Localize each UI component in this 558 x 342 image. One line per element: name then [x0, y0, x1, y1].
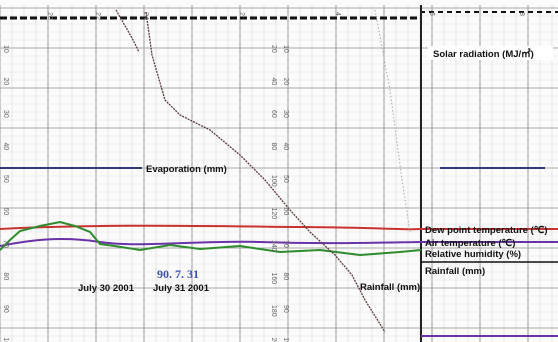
scale-label: 200	[270, 338, 277, 342]
scale-label: 50	[282, 175, 289, 183]
page: {"annotations": { "solar": "Solar radiat…	[0, 0, 558, 342]
date-label: July 30 2001	[78, 283, 135, 294]
hour-label: 20	[46, 12, 53, 20]
hour-label: 22	[94, 12, 101, 20]
scale-label: 50	[2, 175, 9, 183]
scale-label: 120	[270, 208, 277, 220]
dew-point-label: Dew point temperature (℃)	[425, 225, 548, 236]
scale-label: 160	[270, 273, 277, 285]
scale-label: 20	[2, 78, 9, 86]
scale-label: 20	[282, 78, 289, 86]
hour-label: 24	[142, 12, 149, 20]
solar-label: Solar radiation (MJ/㎡)	[433, 48, 534, 60]
scale-label: 10	[282, 45, 289, 53]
scale-label: 60	[270, 110, 277, 118]
scale-label: 10	[2, 45, 9, 53]
humidity-label: Relative humidity (%)	[425, 249, 521, 260]
hour-label: 4	[334, 12, 341, 16]
scale-label: 90	[2, 305, 9, 313]
scale-label: 140	[270, 240, 277, 252]
scale-label: 40	[270, 78, 277, 86]
scale-label: 30	[2, 110, 9, 118]
scale-label: 40	[2, 143, 9, 151]
date-label: July 31 2001	[153, 283, 210, 294]
scale-label: 70	[282, 240, 289, 248]
scale-label: 100	[2, 338, 9, 342]
scale-label: 30	[282, 110, 289, 118]
scale-label: 70	[2, 240, 9, 248]
recorder-chart: Solar radiation (MJ/㎡) Evaporation (mm) …	[0, 0, 558, 342]
air-temperature-label: Air temperature (℃)	[425, 238, 515, 249]
scale-label: 80	[2, 273, 9, 281]
hour-label: 6	[428, 12, 435, 16]
scale-label: 80	[270, 143, 277, 151]
scale-label: 100	[282, 338, 289, 342]
scale-label: 60	[2, 208, 9, 216]
scale-label: 40	[282, 143, 289, 151]
rainfall-right-label: Rainfall (mm)	[425, 266, 485, 277]
scale-label: 20	[270, 45, 277, 53]
scale-label: 60	[282, 208, 289, 216]
hour-label: 8	[518, 12, 525, 16]
rainfall-label: Rainfall (mm)	[360, 282, 420, 293]
scale-label: 180	[270, 305, 277, 317]
hour-label: 2	[238, 12, 245, 16]
scale-label: 100	[270, 175, 277, 187]
scale-label: 90	[282, 305, 289, 313]
evaporation-label: Evaporation (mm)	[146, 164, 227, 175]
date-stamp: 90. 7. 31	[157, 267, 199, 281]
scale-label: 80	[282, 273, 289, 281]
